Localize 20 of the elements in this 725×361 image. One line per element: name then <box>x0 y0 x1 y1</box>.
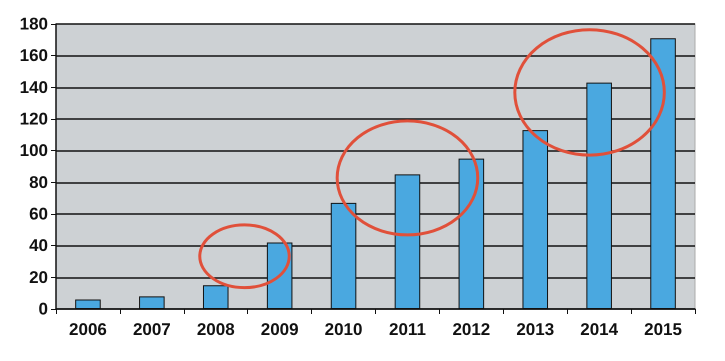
x-tick-label: 2014 <box>580 320 619 339</box>
x-tick-label: 2008 <box>196 320 235 339</box>
y-tick-label: 40 <box>29 236 48 256</box>
x-tick-label: 2013 <box>516 320 554 339</box>
y-tick-label: 160 <box>20 46 48 66</box>
y-tick-label: 0 <box>38 300 48 318</box>
y-tick-label: 60 <box>29 204 48 224</box>
x-tick-label: 2012 <box>452 320 490 339</box>
x-tick-label: 2006 <box>69 320 107 339</box>
y-tick-label: 180 <box>20 14 48 34</box>
x-tick-label: 2007 <box>132 320 171 339</box>
x-tick-label: 2011 <box>389 320 426 339</box>
x-tick-label: 2015 <box>644 320 682 339</box>
y-tick-label: 80 <box>29 172 48 192</box>
y-tick-label: 100 <box>20 141 48 160</box>
x-tick-label: 2010 <box>324 320 362 339</box>
y-tick-label: 120 <box>20 110 48 128</box>
y-tick-label: 140 <box>20 78 48 97</box>
x-tick-label: 2009 <box>260 320 299 339</box>
y-tick-label: 20 <box>29 268 48 287</box>
